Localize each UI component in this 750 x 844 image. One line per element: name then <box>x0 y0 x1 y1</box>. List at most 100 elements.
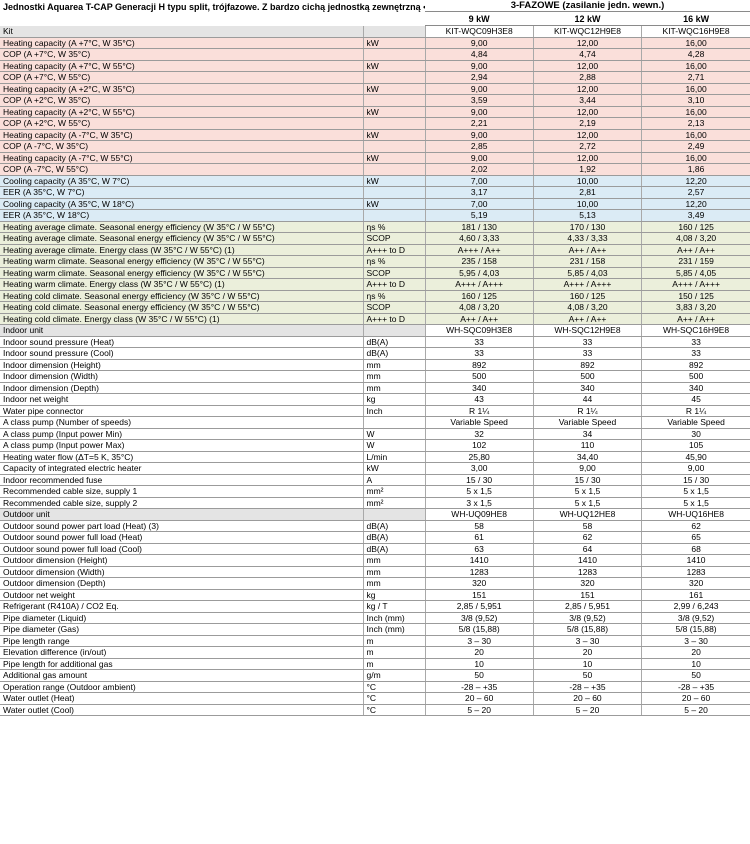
row-value-col1: 151 <box>424 589 534 601</box>
row-value-col2: WH-SQC12H9E8 <box>532 324 642 337</box>
table-row: Heating cold climate. Seasonal energy ef… <box>0 301 750 314</box>
table-row: Elevation difference (in/out) m 20 20 20 <box>0 646 750 659</box>
row-value-col1: 181 / 130 <box>424 221 534 233</box>
row-label: COP (A -7°C, W 55°C) <box>0 163 363 176</box>
row-value-col1: 892 <box>424 359 534 371</box>
table-row: Heating warm climate. Seasonal energy ef… <box>0 255 750 268</box>
row-value-col1: 2,85 <box>424 140 534 153</box>
row-value-col1: R 1¼ <box>424 405 534 417</box>
row-unit: W <box>362 439 425 452</box>
row-value-col2: WH-UQ12HE8 <box>532 508 642 521</box>
table-row: Heating capacity (A +2°C, W 35°C) kW 9,00 1… <box>0 83 750 95</box>
row-value-col2: 4,08 / 3,20 <box>532 301 642 314</box>
table-row: Indoor dimension (Height) mm 892 892 892 <box>0 359 750 371</box>
table-row: Heating capacity (A +7°C, W 35°C) kW 9,00 1… <box>0 37 750 49</box>
row-value-col3: 3,49 <box>641 209 750 222</box>
row-value-col3: 16,00 <box>641 37 750 49</box>
table-row: Outdoor sound power full load (Heat) dB(A… <box>0 531 750 544</box>
table-row: Water outlet (Heat) °C 20 – 60 20 – 60 20 – … <box>0 692 750 705</box>
row-value-col2: 5 x 1,5 <box>532 485 642 498</box>
row-value-col2: 33 <box>532 347 642 360</box>
row-value-col1: 2,21 <box>424 117 534 130</box>
table-body: Kit KIT-WQC09H3E8 KIT-WQC12H9E8 KIT-WQC16H9… <box>0 25 750 716</box>
row-unit <box>362 324 425 337</box>
row-value-col2: 12,00 <box>532 60 642 72</box>
table-row: Refrigerant (R410A) / CO2 Eq. kg / T 2,85 … <box>0 600 750 613</box>
row-unit <box>362 508 425 521</box>
row-label: Heating average climate. Seasonal energy… <box>0 221 363 233</box>
row-label: COP (A +7°C, W 55°C) <box>0 71 363 84</box>
row-value-col1: 102 <box>424 439 534 452</box>
row-unit <box>362 48 425 61</box>
row-value-col3: WH-UQ16HE8 <box>641 508 750 521</box>
row-value-col1: 9,00 <box>424 152 534 164</box>
row-value-col1: 58 <box>424 520 534 532</box>
row-value-col3: 5 x 1,5 <box>641 485 750 498</box>
row-value-col1: WH-SQC09H3E8 <box>424 324 534 337</box>
row-unit: mm <box>362 382 425 394</box>
row-value-col1: 500 <box>424 370 534 383</box>
table-row: Indoor dimension (Depth) mm 340 340 340 <box>0 382 750 394</box>
row-label: Pipe length for additional gas <box>0 658 363 670</box>
row-value-col3: 1,86 <box>641 163 750 176</box>
row-value-col3: 320 <box>641 577 750 590</box>
row-value-col2: 12,00 <box>532 83 642 95</box>
row-label: Recommended cable size, supply 1 <box>0 485 363 498</box>
row-label: Indoor sound pressure (Cool) <box>0 347 363 360</box>
row-label: COP (A +2°C, W 35°C) <box>0 94 363 107</box>
row-value-col2: 160 / 125 <box>532 290 642 302</box>
row-value-col3: 4,08 / 3,20 <box>641 232 750 245</box>
row-value-col3: 1410 <box>641 554 750 567</box>
table-row: Outdoor dimension (Height) mm 1410 1410 1410 <box>0 554 750 567</box>
row-label: Pipe diameter (Liquid) <box>0 612 363 624</box>
row-unit: SCOP <box>362 232 425 245</box>
row-unit <box>362 25 425 38</box>
row-label: Kit <box>0 25 363 38</box>
row-value-col1: 3/8 (9,52) <box>424 612 534 624</box>
row-value-col2: KIT-WQC12H9E8 <box>532 25 642 38</box>
row-label: Elevation difference (in/out) <box>0 646 363 659</box>
row-value-col1: 3,00 <box>424 462 534 475</box>
row-value-col1: 7,00 <box>424 198 534 210</box>
row-value-col2: 34 <box>532 428 642 440</box>
row-unit <box>362 163 425 176</box>
row-value-col1: 3,59 <box>424 94 534 107</box>
row-label: Water outlet (Cool) <box>0 704 363 716</box>
row-value-col3: A+++ / A+++ <box>641 278 750 291</box>
row-label: Outdoor dimension (Width) <box>0 566 363 578</box>
row-value-col1: 2,94 <box>424 71 534 84</box>
row-unit: mm <box>362 577 425 590</box>
row-label: Pipe length range <box>0 635 363 647</box>
row-value-col3: 2,57 <box>641 186 750 199</box>
row-unit: °C <box>362 692 425 705</box>
row-value-col3: 2,71 <box>641 71 750 84</box>
row-label: COP (A -7°C, W 35°C) <box>0 140 363 153</box>
specification-table: Jednostki Aquarea T-CAP Generacji H typu… <box>0 0 750 716</box>
row-value-col3: 68 <box>641 543 750 555</box>
row-value-col2: 10,00 <box>532 198 642 210</box>
table-row: Outdoor unit WH-UQ09HE8 WH-UQ12HE8 WH-UQ16H… <box>0 508 750 521</box>
row-value-col1: KIT-WQC09H3E8 <box>424 25 534 38</box>
row-value-col2: 64 <box>532 543 642 555</box>
row-label: A class pump (Input power Max) <box>0 439 363 452</box>
row-label: A class pump (Input power Min) <box>0 428 363 440</box>
row-value-col2: 2,88 <box>532 71 642 84</box>
row-value-col1: 9,00 <box>424 129 534 141</box>
row-unit: ηs % <box>362 255 425 268</box>
row-unit: kW <box>362 129 425 141</box>
row-label: Outdoor sound power full load (Heat) <box>0 531 363 544</box>
table-row: COP (A -7°C, W 35°C) 2,85 2,72 2,49 <box>0 140 750 153</box>
row-label: Indoor dimension (Depth) <box>0 382 363 394</box>
row-value-col3: 45,90 <box>641 451 750 463</box>
row-value-col2: A++ / A++ <box>532 313 642 325</box>
row-value-col2: 44 <box>532 393 642 406</box>
row-value-col3: -28 – +35 <box>641 681 750 693</box>
row-label: Cooling capacity (A 35°C, W 7°C) <box>0 175 363 187</box>
row-unit: kW <box>362 106 425 118</box>
row-value-col3: 892 <box>641 359 750 371</box>
row-label: Heating average climate. Seasonal energy… <box>0 232 363 245</box>
row-label: EER (A 35°C, W 18°C) <box>0 209 363 222</box>
row-value-col2: 34,40 <box>532 451 642 463</box>
table-row: A class pump (Input power Max) W 102 110 105 <box>0 439 750 452</box>
row-value-col3: 45 <box>641 393 750 406</box>
